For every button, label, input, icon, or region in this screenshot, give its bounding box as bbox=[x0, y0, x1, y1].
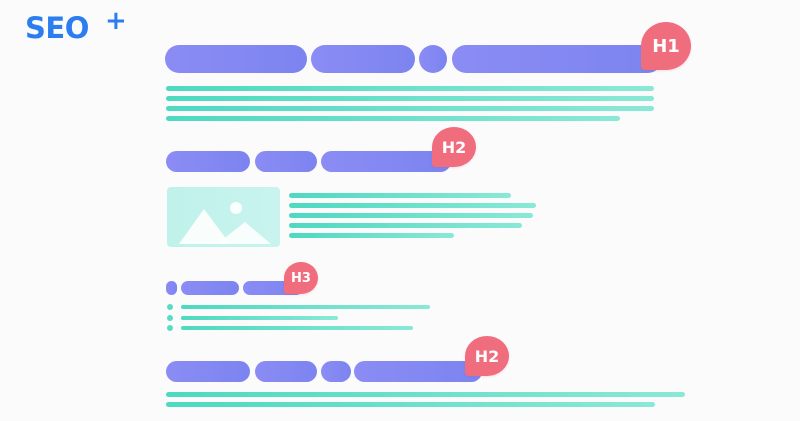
heading-pill bbox=[166, 361, 250, 382]
heading-pill bbox=[165, 45, 307, 73]
bullet-dot bbox=[167, 304, 173, 310]
bullet-dot bbox=[167, 315, 173, 321]
text-line bbox=[289, 193, 511, 198]
heading-pill bbox=[166, 281, 177, 295]
heading-pill bbox=[321, 361, 351, 382]
h2-tag: H2 bbox=[465, 336, 509, 376]
logo-plus: + bbox=[105, 6, 127, 36]
image-placeholder-svg bbox=[179, 202, 271, 244]
text-line bbox=[166, 86, 654, 91]
heading-pill bbox=[255, 361, 317, 382]
heading-pill bbox=[166, 151, 250, 172]
heading-pill bbox=[452, 45, 662, 73]
text-line bbox=[289, 203, 536, 208]
logo-text: SEO bbox=[25, 11, 89, 45]
heading-pill bbox=[311, 45, 415, 73]
seo-logo: SEO + bbox=[25, 8, 127, 45]
text-line bbox=[181, 316, 338, 320]
text-line bbox=[289, 233, 454, 238]
h2-tag: H2 bbox=[432, 127, 476, 167]
text-line bbox=[166, 96, 654, 101]
heading-pill bbox=[419, 45, 447, 73]
text-line bbox=[181, 326, 413, 330]
text-line bbox=[289, 223, 522, 228]
text-line bbox=[181, 305, 430, 309]
heading-pill bbox=[321, 151, 451, 172]
h3-tag: H3 bbox=[284, 262, 318, 294]
h1-tag: H1 bbox=[641, 22, 691, 70]
bullet-dot bbox=[167, 325, 173, 331]
text-line bbox=[166, 402, 655, 407]
heading-pill bbox=[255, 151, 317, 172]
text-line bbox=[166, 106, 654, 111]
text-line bbox=[289, 213, 533, 218]
heading-pill bbox=[354, 361, 482, 382]
text-line bbox=[166, 392, 685, 397]
heading-pill bbox=[181, 281, 239, 295]
mountain-image-icon bbox=[167, 187, 280, 247]
text-line bbox=[166, 116, 620, 121]
